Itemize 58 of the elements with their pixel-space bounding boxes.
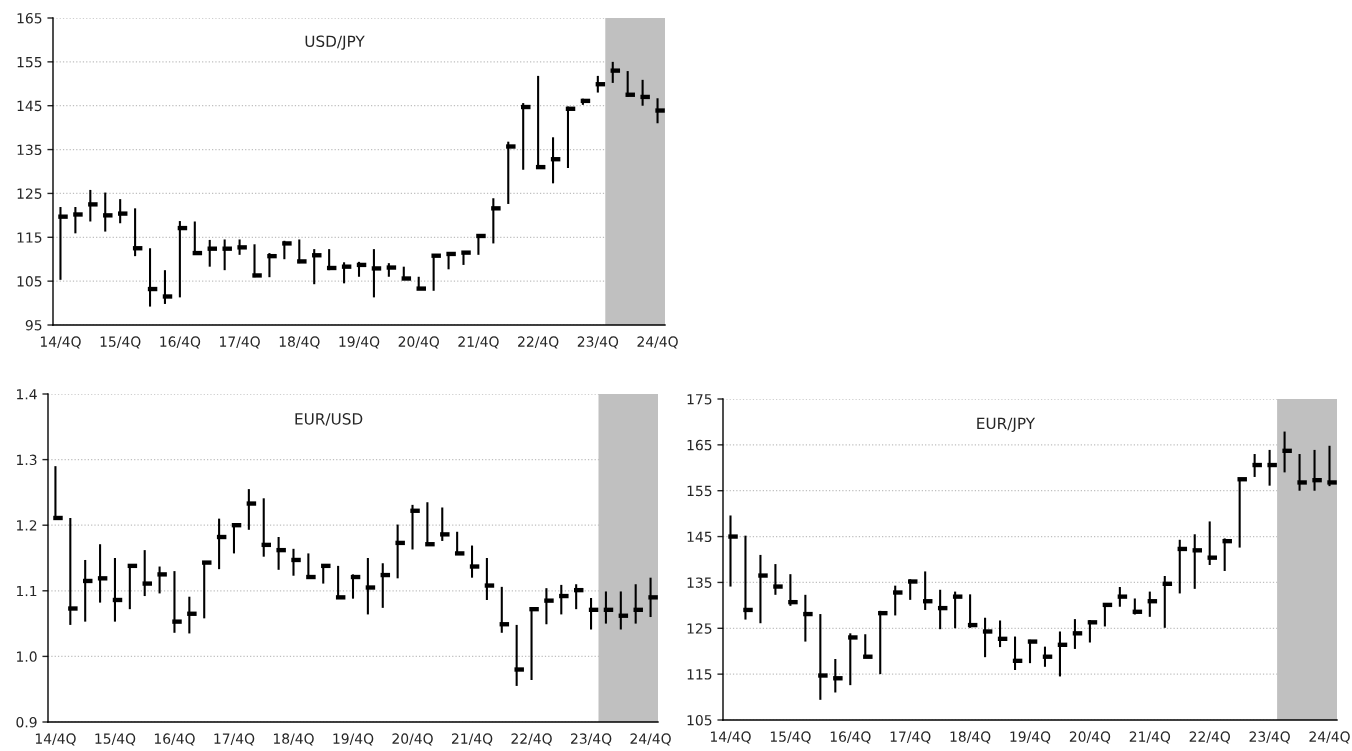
x-tick-label: 21/4Q	[451, 733, 493, 746]
y-tick-label: 155	[17, 57, 42, 68]
y-tick-label: 115	[687, 669, 712, 680]
x-tick-label: 15/4Q	[100, 336, 141, 349]
x-tick-label: 21/4Q	[458, 336, 499, 349]
y-tick-label: 1.3	[17, 454, 37, 466]
x-tick-label: 19/4Q	[333, 733, 374, 746]
y-tick-label: 165	[17, 12, 42, 24]
x-tick-label: 23/4Q	[1249, 731, 1290, 744]
x-tick-label: 17/4Q	[214, 733, 255, 746]
x-tick-label: 19/4Q	[1010, 731, 1051, 744]
y-tick-label: 125	[687, 623, 712, 634]
y-tick-label: 1.1	[17, 585, 37, 597]
x-tick-label: 21/4Q	[1129, 731, 1171, 744]
text: EUR/JPY	[977, 417, 1036, 432]
y-tick-label: 165	[687, 439, 712, 451]
y-tick-label: 105	[687, 714, 712, 726]
x-tick-label: 22/4Q	[518, 336, 559, 349]
x-tick-label: 18/4Q	[279, 336, 320, 349]
x-tick-label: 20/4Q	[1069, 731, 1111, 744]
x-tick-label: 23/4Q	[577, 336, 619, 349]
x-tick-label: 14/4Q	[710, 731, 751, 744]
x-tick-label: 15/4Q	[95, 733, 136, 746]
y-tick-label: 1.2	[17, 520, 37, 531]
y-tick-label: 115	[17, 232, 42, 243]
y-tick-label: 145	[17, 100, 42, 112]
x-tick-label: 20/4Q	[392, 733, 433, 746]
x-tick-label: 23/4Q	[571, 733, 612, 746]
x-tick-label: 20/4Q	[398, 336, 439, 349]
x-tick-label: 14/4Q	[35, 733, 76, 746]
y-tick-label: 95	[25, 319, 42, 331]
x-tick-label: 22/4Q	[511, 733, 552, 746]
y-tick-label: 135	[687, 577, 712, 588]
x-tick-label: 16/4Q	[154, 733, 195, 746]
y-tick-label: 135	[17, 144, 42, 156]
text: USD/JPY	[305, 35, 365, 50]
x-tick-label: 22/4Q	[1189, 731, 1230, 744]
x-tick-label: 15/4Q	[770, 731, 811, 744]
y-tick-label: 155	[687, 485, 712, 497]
x-tick-label: 14/4Q	[40, 336, 81, 349]
text: EUR/USD	[295, 413, 363, 426]
x-tick-label: 17/4Q	[890, 731, 931, 744]
y-tick-label: 145	[687, 531, 712, 543]
y-tick-label: 0.9	[16, 716, 37, 728]
x-tick-label: 19/4Q	[339, 336, 380, 349]
y-tick-label: 175	[687, 394, 712, 405]
y-tick-label: 1.0	[17, 651, 37, 662]
x-tick-label: 16/4Q	[830, 731, 871, 744]
y-tick-label: 105	[17, 276, 42, 287]
y-tick-label: 125	[17, 188, 42, 199]
x-tick-label: 24/4Q	[630, 733, 671, 746]
x-tick-label: 24/4Q	[1309, 731, 1350, 744]
x-tick-label: 16/4Q	[160, 336, 201, 349]
x-tick-label: 18/4Q	[273, 733, 314, 746]
x-tick-label: 18/4Q	[950, 731, 991, 744]
x-tick-label: 24/4Q	[637, 336, 678, 349]
x-tick-label: 17/4Q	[220, 336, 260, 349]
y-tick-label: 1.4	[17, 389, 37, 400]
